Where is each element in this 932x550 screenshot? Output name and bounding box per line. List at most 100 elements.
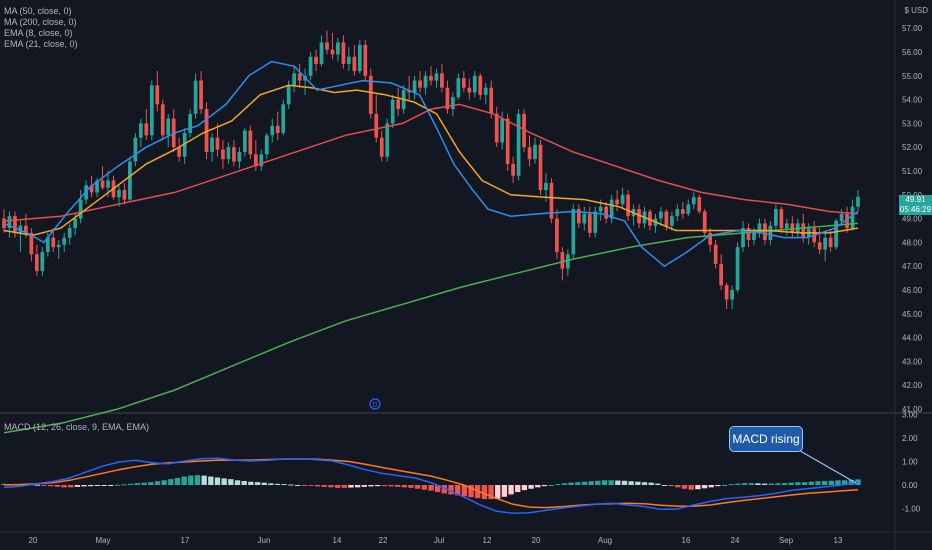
- price-tick-label: 52.00: [902, 143, 923, 152]
- macd-histogram-bar: [314, 485, 321, 487]
- candle-body: [396, 99, 401, 110]
- macd-histogram-bar: [581, 481, 588, 485]
- candle-body: [686, 204, 691, 214]
- candle-body: [379, 137, 384, 157]
- candle-body: [341, 42, 346, 64]
- candle-body: [620, 194, 625, 205]
- candle-body: [593, 211, 598, 233]
- macd-histogram-bar: [194, 475, 201, 485]
- macd-histogram-bar: [81, 485, 87, 487]
- candle-body: [188, 113, 192, 133]
- candle-body: [423, 75, 428, 88]
- candle-body: [166, 118, 171, 136]
- candle-body: [702, 211, 707, 233]
- macd-histogram-bar: [668, 485, 674, 487]
- macd-histogram-bar: [541, 485, 548, 487]
- candle-body: [708, 232, 713, 245]
- macd-tick-label: 0.00: [902, 481, 918, 490]
- macd-histogram-bar: [701, 485, 708, 489]
- candle-body: [204, 109, 209, 152]
- macd-histogram-bar: [61, 485, 67, 488]
- candle-body: [106, 180, 110, 188]
- candle-body: [560, 251, 565, 269]
- candle-body: [210, 137, 214, 152]
- candle-body: [801, 223, 806, 238]
- candle-body: [544, 182, 548, 191]
- macd-histogram-bar: [141, 482, 147, 485]
- candle-body: [221, 149, 225, 160]
- last-price: 49.91: [905, 195, 926, 204]
- candle-body: [483, 87, 488, 95]
- candle-body: [13, 216, 17, 233]
- macd-histogram-bar: [535, 485, 541, 488]
- macd-histogram-bar: [234, 480, 241, 485]
- candle-body: [259, 154, 264, 167]
- macd-histogram-bar: [174, 477, 181, 485]
- candle-body: [155, 85, 160, 105]
- candle-body: [390, 99, 395, 124]
- macd-histogram-bar: [168, 479, 174, 485]
- candle-body: [100, 180, 105, 188]
- macd-histogram-bar: [408, 485, 414, 488]
- price-tick-label: 45.00: [902, 310, 923, 319]
- time-tick-label: 20: [29, 536, 38, 545]
- macd-histogram-bar: [328, 485, 334, 488]
- macd-rising-callout: MACD rising: [729, 426, 803, 452]
- macd-histogram-bar: [221, 478, 227, 485]
- macd-histogram-bar: [268, 483, 274, 485]
- macd-histogram-bar: [68, 485, 74, 488]
- macd-histogram-bar: [428, 485, 434, 491]
- candle-body: [308, 56, 313, 76]
- macd-histogram-bar: [761, 483, 768, 485]
- macd-histogram-bar: [455, 485, 461, 496]
- price-tick-label: 57.00: [902, 24, 923, 33]
- macd-histogram-bar: [128, 483, 134, 485]
- candle-body: [697, 197, 702, 212]
- candle-body: [522, 113, 526, 148]
- macd-histogram-bar: [815, 481, 821, 485]
- candle-body: [226, 147, 231, 160]
- price-tick-label: 49.00: [902, 215, 923, 224]
- macd-histogram-bar: [254, 482, 261, 485]
- candle-body: [253, 154, 258, 167]
- legend-ema21: EMA (21, close, 0): [4, 39, 78, 49]
- legend-ma50: MA (50, close, 0): [4, 6, 72, 16]
- candle-body: [555, 218, 559, 252]
- candle-body: [675, 209, 680, 217]
- candle-body: [461, 78, 466, 88]
- macd-histogram-bar: [628, 481, 634, 485]
- macd-histogram-bar: [181, 476, 187, 485]
- macd-histogram-bar: [368, 485, 374, 487]
- macd-histogram-bar: [821, 481, 828, 485]
- macd-histogram-bar: [595, 480, 601, 485]
- candle-body: [29, 232, 34, 255]
- candle-body: [664, 211, 669, 226]
- candle-body: [325, 42, 329, 50]
- macd-histogram-bar: [601, 480, 608, 485]
- macd-histogram-bar: [201, 475, 207, 485]
- candle-body: [741, 228, 745, 248]
- candle-body: [598, 206, 603, 212]
- candle-body: [774, 209, 778, 226]
- macd-histogram-bar: [795, 482, 801, 485]
- macd-histogram-bar: [361, 485, 367, 487]
- candle-body: [768, 225, 773, 241]
- candle-body: [511, 163, 515, 176]
- candle-body: [138, 123, 143, 138]
- candle-body: [24, 225, 28, 233]
- macd-histogram-bar: [288, 484, 294, 486]
- macd-histogram-bar: [788, 482, 794, 485]
- macd-histogram-bar: [648, 482, 654, 485]
- ema21-line: [3, 84, 859, 237]
- candle-body: [746, 228, 751, 241]
- macd-histogram-bar: [855, 479, 861, 485]
- price-tick-label: 54.00: [902, 96, 923, 105]
- candle-body: [604, 206, 609, 219]
- macd-histogram-bar: [561, 483, 568, 485]
- macd-histogram-bar: [374, 485, 381, 487]
- candle-body: [626, 194, 630, 217]
- candle-body: [494, 113, 499, 143]
- candle-body: [117, 190, 121, 198]
- macd-histogram-bar: [348, 485, 354, 488]
